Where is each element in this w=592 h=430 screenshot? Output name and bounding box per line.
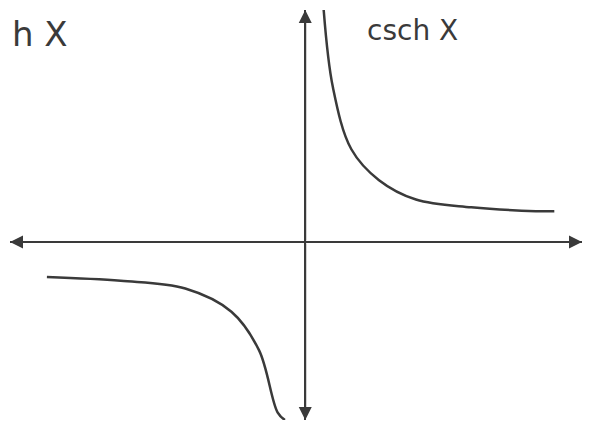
svg-text:h X: h X xyxy=(12,14,68,54)
svg-text:csch X: csch X xyxy=(367,14,458,47)
